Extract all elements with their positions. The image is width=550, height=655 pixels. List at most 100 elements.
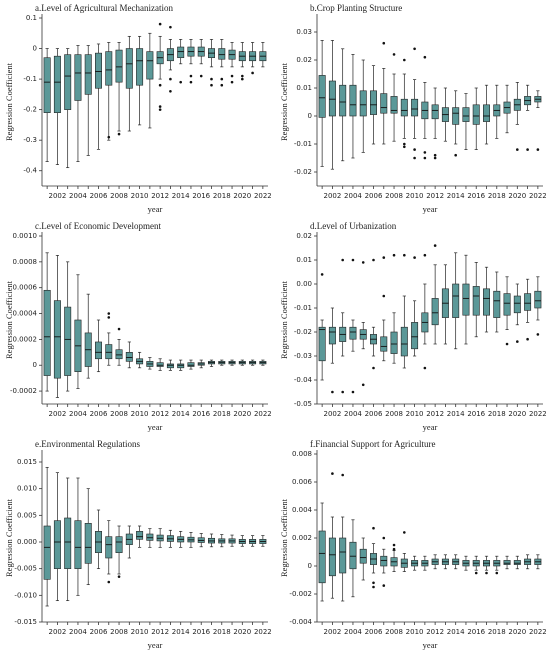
box xyxy=(125,352,133,362)
y-tick-label: 0.004 xyxy=(292,506,313,514)
outlier xyxy=(372,258,375,262)
y-tick-label: 0.00 xyxy=(296,280,312,288)
box xyxy=(390,331,398,354)
box xyxy=(115,49,123,83)
box xyxy=(411,322,419,350)
box xyxy=(95,341,102,360)
box xyxy=(431,298,439,326)
y-tick-label: 0.000 xyxy=(17,538,37,546)
x-tick-label: 2006 xyxy=(365,192,383,200)
box xyxy=(513,560,521,565)
y-tick-label: -0.0002 xyxy=(10,387,37,395)
x-tick-label: 2014 xyxy=(172,192,190,200)
y-tick-label: -0.3 xyxy=(23,136,37,144)
x-tick-label: 2018 xyxy=(488,192,506,200)
outlier xyxy=(351,390,355,394)
outlier xyxy=(189,74,193,78)
outlier xyxy=(536,148,540,151)
box xyxy=(156,362,164,367)
box xyxy=(503,293,511,316)
outlier xyxy=(372,366,375,370)
box xyxy=(177,46,185,59)
box xyxy=(84,523,92,564)
x-tick-label: 2018 xyxy=(213,410,231,418)
outlier xyxy=(107,135,111,139)
panel-title: c.Level of Economic Development xyxy=(35,221,161,231)
x-tick-label: 2014 xyxy=(447,192,465,200)
box xyxy=(339,537,347,574)
x-tick-label: 2012 xyxy=(151,628,169,636)
outlier xyxy=(423,156,427,160)
y-tick-label: -0.05 xyxy=(294,400,312,408)
box xyxy=(452,283,460,318)
x-tick-label: 2014 xyxy=(447,410,465,418)
box xyxy=(105,51,113,86)
outlier xyxy=(413,148,416,151)
x-tick-label: 2014 xyxy=(172,628,190,636)
x-tick-label: 2016 xyxy=(467,410,485,418)
outlier xyxy=(210,77,213,81)
x-tick-label: 2012 xyxy=(426,628,444,636)
box xyxy=(146,533,154,541)
box xyxy=(462,107,470,122)
outlier xyxy=(382,584,386,587)
y-tick-label: -0.02 xyxy=(294,168,312,176)
x-tick-label: 2008 xyxy=(110,628,128,636)
x-tick-label: 2008 xyxy=(385,628,403,636)
box xyxy=(411,98,419,117)
outlier xyxy=(372,581,375,585)
outlier xyxy=(536,333,540,336)
box xyxy=(472,286,480,316)
box xyxy=(105,344,113,360)
x-tick-label: 2010 xyxy=(131,628,149,636)
x-tick-label: 2012 xyxy=(426,410,444,418)
panel-title: d.Level of Urbanization xyxy=(310,221,397,231)
box xyxy=(359,90,367,117)
outlier xyxy=(107,316,111,319)
box xyxy=(177,363,185,369)
box xyxy=(53,55,61,113)
y-tick-label: 0.02 xyxy=(296,232,312,240)
panel: f.Financial Support for Agriculture Regre… xyxy=(279,439,547,650)
x-tick-label: 2016 xyxy=(192,192,210,200)
outlier xyxy=(117,575,121,578)
y-tick-label: -0.1 xyxy=(23,75,37,83)
x-tick-label: 2004 xyxy=(69,628,87,636)
x-tick-label: 2006 xyxy=(90,628,108,636)
x-tick-label: 2004 xyxy=(69,192,87,200)
x-axis-label: year xyxy=(148,422,163,432)
box xyxy=(493,290,501,318)
outlier xyxy=(423,55,427,59)
outlier xyxy=(382,536,386,540)
y-tick-label: 0 xyxy=(308,562,312,570)
outlier xyxy=(433,244,437,247)
y-axis-label: Regression Coefficient xyxy=(279,280,289,359)
outlier xyxy=(485,571,488,575)
outlier xyxy=(433,153,437,157)
outlier xyxy=(403,145,406,149)
outlier xyxy=(413,156,416,160)
y-axis-label: Regression Coefficient xyxy=(4,280,14,359)
box xyxy=(53,520,61,569)
box xyxy=(349,541,357,570)
box xyxy=(43,57,51,113)
box xyxy=(318,326,326,362)
y-tick-label: 0 xyxy=(308,112,312,120)
outlier xyxy=(392,53,396,56)
box xyxy=(166,363,174,369)
box xyxy=(483,288,490,316)
box xyxy=(64,54,72,110)
x-tick-label: 2020 xyxy=(233,628,251,636)
x-tick-label: 2008 xyxy=(385,410,403,418)
box xyxy=(136,531,144,540)
box xyxy=(462,283,470,316)
x-tick-label: 2012 xyxy=(151,410,169,418)
box xyxy=(125,48,133,89)
x-tick-label: 2022 xyxy=(529,410,547,418)
outlier xyxy=(158,22,162,26)
outlier xyxy=(495,571,499,575)
x-tick-label: 2022 xyxy=(254,628,272,636)
x-tick-label: 2018 xyxy=(213,192,231,200)
box xyxy=(483,104,490,122)
outlier xyxy=(220,83,224,87)
